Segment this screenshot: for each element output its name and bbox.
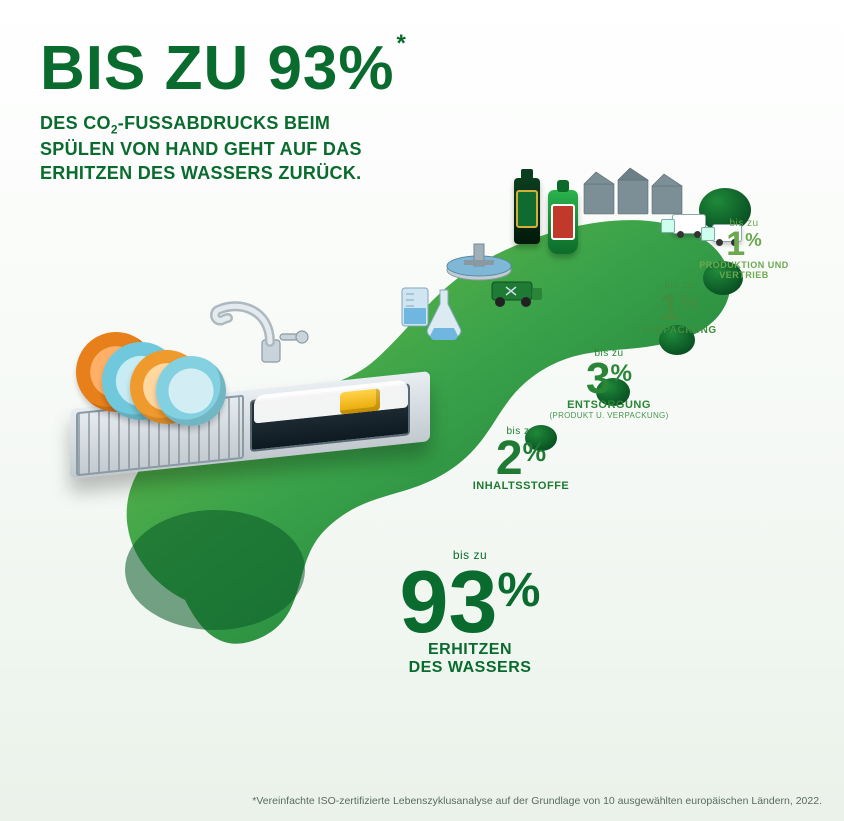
subhead-part1b: -FUSSABDRUCKS BEIM bbox=[118, 113, 330, 133]
beaker-icon bbox=[402, 288, 428, 326]
stat-ingredients: bis zu 2% INHALTSSTOFFE bbox=[446, 426, 596, 492]
footnote: *Vereinfachte ISO-zertifizierte Lebenszy… bbox=[252, 795, 822, 807]
stat-unit: % bbox=[523, 437, 546, 467]
stat-label-line2: DES WASSERS bbox=[409, 659, 532, 676]
stat-disposal: bis zu 3% ENTSORGUNG (PRODUKT U. VERPACK… bbox=[534, 348, 684, 420]
stat-value: 1 bbox=[659, 287, 680, 329]
flask-icon bbox=[427, 290, 461, 340]
sponge-icon bbox=[340, 388, 380, 414]
stat-packaging: bis zu 1% VERPACKUNG bbox=[614, 280, 744, 336]
stat-unit: % bbox=[497, 563, 540, 617]
stat-value: 3 bbox=[586, 354, 610, 403]
stat-label: INHALTSSTOFFE bbox=[446, 480, 596, 492]
labware-icon bbox=[394, 278, 464, 348]
stat-label: VERPACKUNG bbox=[614, 325, 744, 336]
recycling-vehicle-icon bbox=[486, 268, 546, 308]
stat-label: PRODUKTION UND VERTRIEB bbox=[674, 260, 814, 280]
headline-asterisk: * bbox=[397, 30, 407, 57]
stat-value: 1 bbox=[726, 225, 745, 263]
stat-value: 2 bbox=[496, 432, 523, 485]
stat-production: bis zu 1% PRODUKTION UND VERTRIEB bbox=[674, 218, 814, 280]
stat-label-line1: ERHITZEN bbox=[428, 641, 512, 658]
stat-waterheating: bis zu 93% ERHITZEN DES WASSERS bbox=[340, 548, 600, 676]
subhead-sub2: 2 bbox=[111, 123, 118, 137]
stat-unit: % bbox=[680, 291, 699, 314]
dish-soap-bottle-dark-icon bbox=[514, 178, 540, 244]
headline-text: BIS ZU 93% bbox=[40, 34, 395, 103]
headline: BIS ZU 93%* bbox=[40, 38, 405, 100]
subhead-part1: DES CO bbox=[40, 113, 111, 133]
stat-sublabel: (PRODUKT U. VERPACKUNG) bbox=[534, 411, 684, 420]
stat-label: ENTSORGUNG bbox=[534, 399, 684, 411]
factory-icon bbox=[580, 164, 690, 220]
stat-value: 93 bbox=[400, 552, 498, 651]
stat-unit: % bbox=[610, 360, 632, 387]
faucet-icon bbox=[210, 288, 330, 368]
stat-unit: % bbox=[745, 229, 762, 250]
dish-soap-bottle-green-icon bbox=[548, 190, 578, 254]
subhead-part2: SPÜLEN VON HAND GEHT AUF DAS bbox=[40, 139, 362, 159]
